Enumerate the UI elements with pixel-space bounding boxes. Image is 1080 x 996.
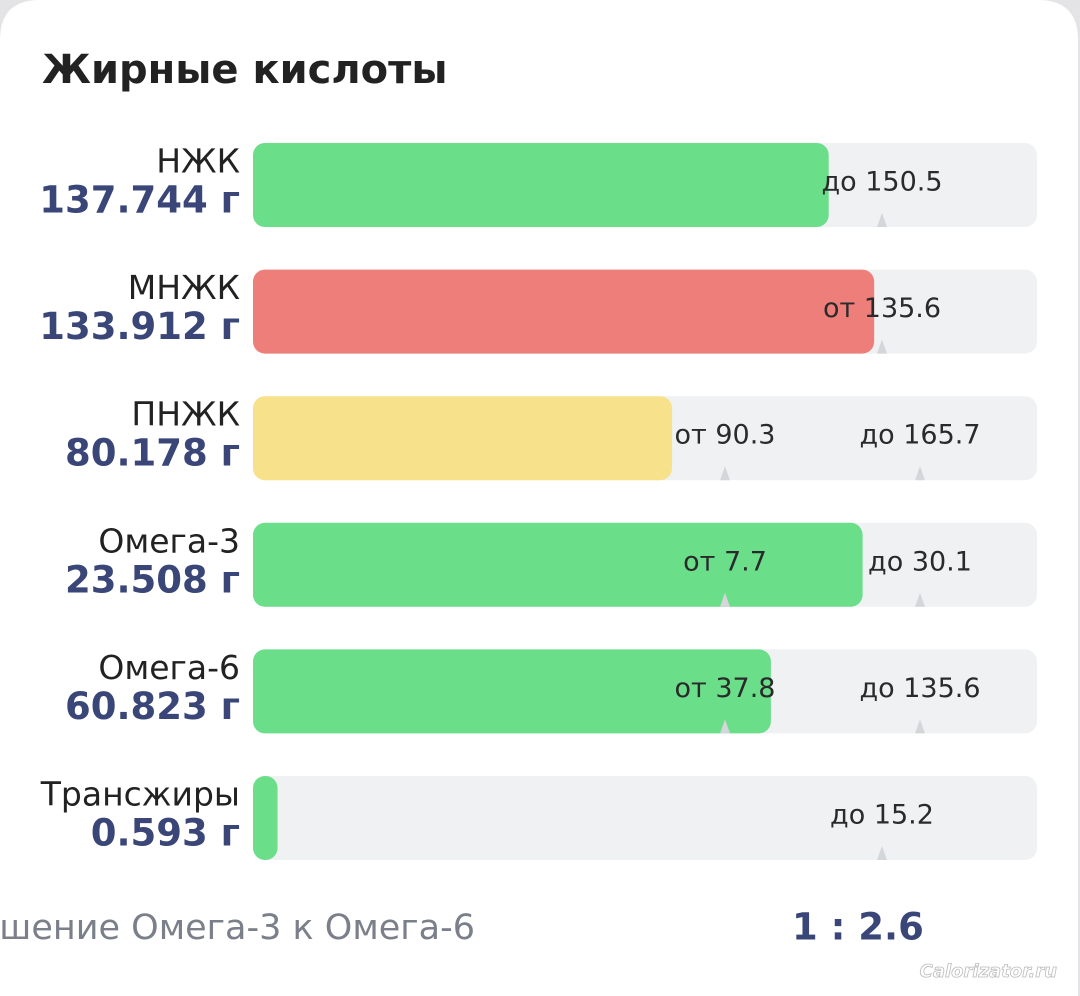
limit-marker [720,592,730,607]
limit-label: до 165.7 [859,420,980,451]
limit-marker [877,846,887,860]
row-name: Омега-3 [98,521,240,560]
limit-label: до 30.1 [868,546,972,577]
bar [253,776,278,860]
row-name: НЖК [156,142,240,181]
row-value: 23.508 г [65,558,240,601]
limit-marker [915,719,925,734]
row-value: 137.744 г [39,179,240,222]
limit-label: от 90.3 [675,420,776,451]
limit-marker [915,466,925,481]
row-name: Омега-6 [98,648,240,687]
row-name: ПНЖК [131,395,240,434]
limit-label: до 135.6 [859,673,980,704]
row-value: 133.912 г [39,305,240,348]
bar [253,522,863,607]
bar [253,649,771,734]
ratio-value: 1 : 2.6 [792,906,924,949]
bar [253,396,673,481]
bar-track [253,776,1037,860]
row-value: 60.823 г [65,685,240,728]
limit-label: от 37.8 [675,673,776,704]
bar [253,143,829,227]
limit-marker [720,719,730,734]
limit-label: до 15.2 [830,800,934,831]
limit-marker [915,592,925,607]
limit-label: от 7.7 [683,546,767,577]
card-title: Жирные кислоты [42,47,448,93]
row-name: Трансжиры [40,775,240,814]
limit-marker [877,339,887,354]
limit-label: до 150.5 [821,167,942,198]
row-value: 0.593 г [91,812,240,855]
row-value: 80.178 г [65,432,240,475]
row-name: МНЖК [128,268,240,307]
limit-label: от 135.6 [823,293,941,324]
bar [253,269,875,354]
limit-marker [720,466,730,481]
limit-marker [877,213,887,227]
ratio-label: Отношение Омега-3 к Омега-6 [0,908,475,948]
watermark: Calorizator.ru [920,961,1058,982]
